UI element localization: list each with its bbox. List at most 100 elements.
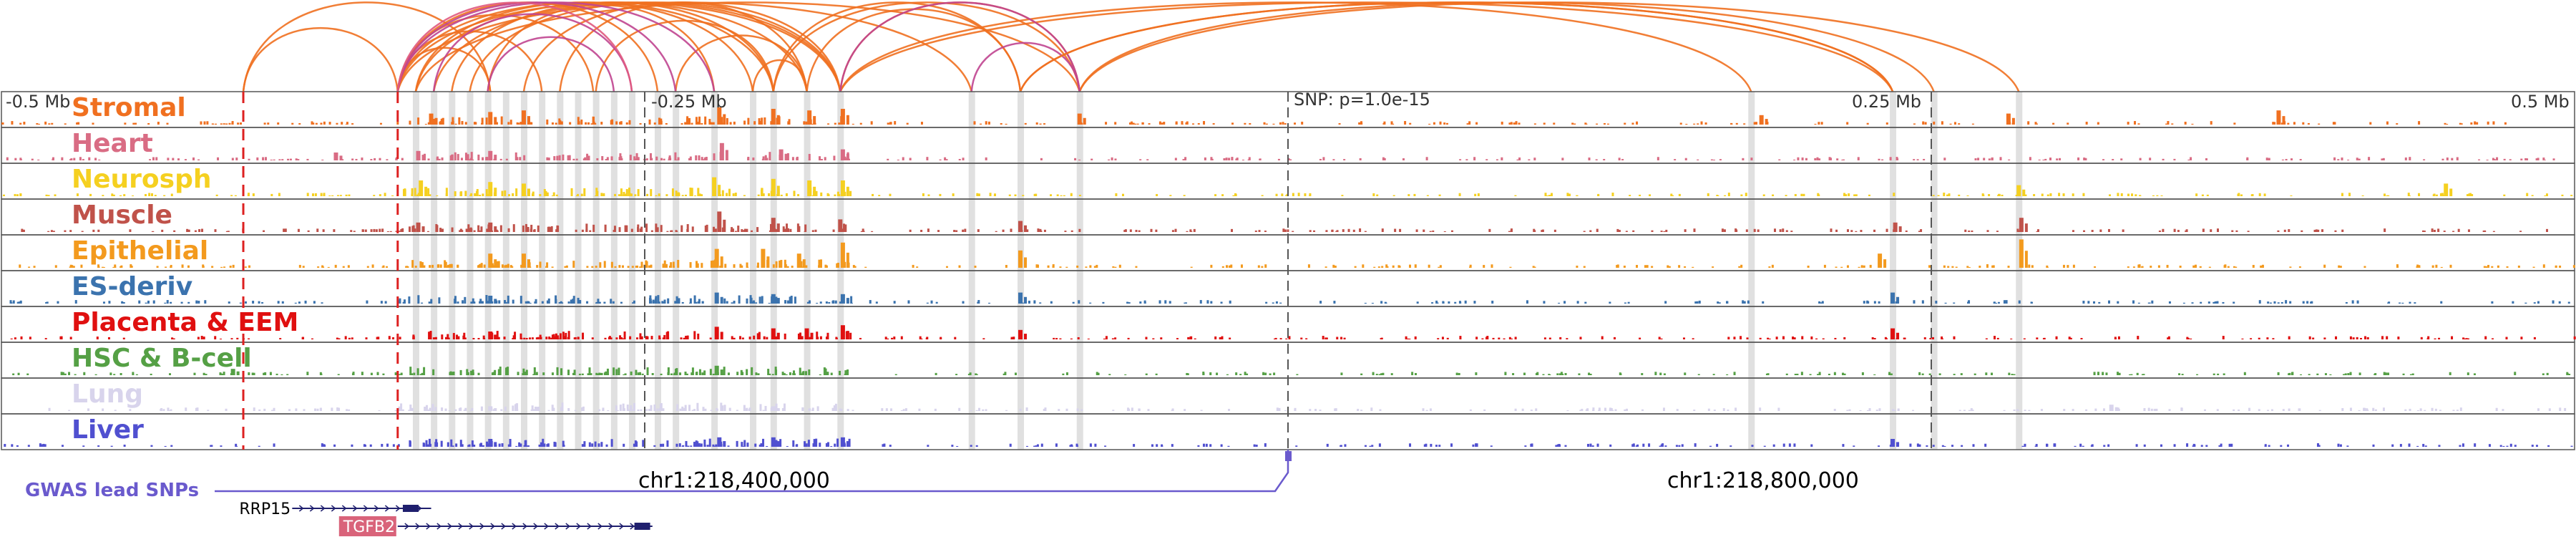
- signal-bar: [1878, 158, 1880, 160]
- signal-bar: [361, 372, 364, 375]
- signal-bar: [635, 266, 638, 268]
- signal-bar: [2492, 231, 2495, 232]
- signal-bar: [132, 122, 135, 125]
- signal-bar: [1468, 121, 1471, 125]
- signal-bar: [844, 370, 847, 375]
- signal-bar: [2356, 158, 2358, 160]
- signal-bar: [739, 336, 742, 339]
- signal-bar: [675, 230, 678, 232]
- signal-bar: [409, 367, 412, 375]
- signal-bar: [1953, 302, 1956, 304]
- signal-peak: [494, 226, 497, 232]
- signal-bar: [1958, 123, 1961, 125]
- signal-bar: [452, 372, 455, 375]
- signal-bar: [123, 194, 126, 196]
- signal-bar: [1636, 265, 1639, 268]
- signal-bar: [2470, 122, 2473, 125]
- signal-bar: [698, 443, 701, 447]
- signal-bar: [2399, 444, 2402, 447]
- signal-bar: [1392, 265, 1395, 268]
- signal-bar: [830, 372, 833, 375]
- signal-bar: [592, 116, 595, 125]
- signal-bar: [675, 443, 678, 447]
- signal-bar: [54, 265, 57, 268]
- signal-peak: [488, 406, 493, 411]
- signal-bar: [1968, 266, 1971, 268]
- signal-bar: [166, 122, 169, 125]
- signal-bar: [165, 266, 167, 268]
- signal-peak: [1898, 226, 1902, 232]
- signal-bar: [1670, 193, 1673, 196]
- signal-bar: [695, 261, 698, 268]
- signal-bar: [2277, 372, 2280, 375]
- signal-bar: [753, 335, 756, 339]
- signal-bar: [695, 301, 698, 304]
- signal-peak: [714, 326, 719, 339]
- signal-bar: [203, 121, 206, 125]
- signal-bar: [258, 409, 261, 411]
- signal-bar: [206, 121, 209, 125]
- signal-bar: [1127, 337, 1130, 339]
- signal-bar: [723, 367, 726, 375]
- signal-bar: [444, 261, 447, 268]
- signal-bar: [1785, 195, 1787, 196]
- signal-bar: [1735, 407, 1737, 411]
- signal-peak: [2016, 185, 2021, 196]
- signal-bar: [655, 195, 658, 196]
- signal-bar: [824, 368, 827, 375]
- signal-bar: [581, 407, 584, 411]
- signal-bar: [525, 337, 528, 339]
- signal-bar: [92, 229, 95, 232]
- signal-bar: [47, 231, 50, 232]
- signal-bar: [1331, 229, 1334, 232]
- signal-bar: [678, 194, 680, 196]
- chromatin-arc: [1078, 1, 1935, 92]
- signal-bar: [69, 264, 72, 268]
- signal-peak: [776, 441, 780, 447]
- track-label: Liver: [72, 415, 144, 445]
- signal-bar: [1261, 266, 1264, 268]
- signal-bar: [1386, 266, 1389, 268]
- signal-bar: [2005, 300, 2008, 304]
- signal-bar: [253, 372, 255, 375]
- signal-bar: [1284, 229, 1287, 232]
- signal-bar: [546, 444, 549, 447]
- chromatin-arc: [242, 27, 399, 92]
- signal-bar: [610, 299, 613, 304]
- signal-bar: [2208, 266, 2211, 268]
- signal-bar: [273, 443, 275, 447]
- signal-bar: [1371, 445, 1374, 447]
- signal-bar: [1055, 443, 1058, 447]
- signal-bar: [1794, 374, 1797, 375]
- signal-bar: [1868, 408, 1871, 411]
- signal-bar: [2358, 372, 2361, 375]
- signal-bar: [635, 441, 638, 447]
- signal-bar: [2316, 373, 2319, 375]
- signal-bar: [2160, 195, 2163, 196]
- signal-bar: [721, 117, 723, 125]
- signal-bar: [366, 266, 369, 268]
- signal-bar: [396, 121, 399, 125]
- signal-peak: [846, 186, 849, 196]
- signal-bar: [457, 154, 459, 160]
- signal-bar: [750, 297, 753, 304]
- signal-bar: [788, 119, 791, 125]
- signal-bar: [860, 231, 863, 232]
- signal-bar: [2077, 157, 2080, 160]
- signal-bar: [2457, 228, 2460, 232]
- signal-bar: [2212, 373, 2215, 375]
- signal-peak: [527, 259, 530, 268]
- signal-bar: [378, 410, 381, 411]
- signal-bar: [1181, 121, 1184, 125]
- signal-bar: [1564, 445, 1567, 447]
- signal-bar: [538, 445, 541, 447]
- signal-bar: [2069, 337, 2072, 339]
- signal-bar: [1075, 443, 1078, 447]
- signal-bar: [230, 195, 233, 196]
- signal-bar: [1712, 374, 1715, 375]
- signal-bar: [618, 194, 620, 196]
- signal-bar: [1475, 443, 1478, 447]
- signal-bar: [1059, 266, 1062, 268]
- signal-bar: [1322, 336, 1324, 339]
- signal-bar: [2036, 337, 2039, 339]
